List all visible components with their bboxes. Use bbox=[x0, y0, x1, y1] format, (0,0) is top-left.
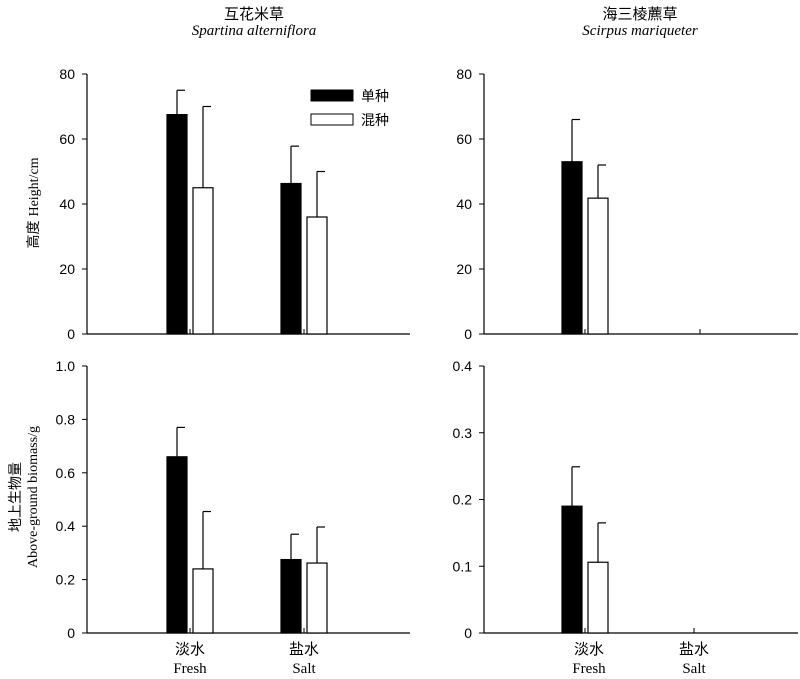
panel4-category-salt-cn: 盐水 bbox=[679, 640, 709, 658]
p1-bar-single-1 bbox=[280, 182, 302, 335]
panel1-ylabel-en: Height/cm bbox=[27, 157, 42, 216]
panel1-ylabel-cn: 高度 bbox=[25, 221, 42, 249]
legend: 单种 混种 bbox=[310, 89, 389, 129]
p3-ytick-label: 0.4 bbox=[56, 518, 76, 534]
p3-bar-mixed-1 bbox=[306, 562, 328, 634]
svg-text:高度Height/cm: 高度 Height/cm bbox=[25, 157, 42, 248]
panel1-ylabel: 高度 Height/cm bbox=[25, 157, 42, 248]
p2-ytick-label: 40 bbox=[456, 196, 472, 212]
panel4-category-fresh-en: Fresh bbox=[572, 661, 606, 677]
p2-ytick-label: 80 bbox=[456, 66, 472, 82]
p4-bar-mixed-0 bbox=[587, 561, 609, 634]
p3-bar-single-1 bbox=[280, 558, 302, 634]
p4-ytick-label: 0 bbox=[464, 625, 472, 641]
legend-swatch-single bbox=[310, 89, 354, 102]
p4-ytick-label: 0.4 bbox=[453, 358, 473, 374]
p1-bar-single-0 bbox=[166, 114, 188, 335]
legend-label-single: 单种 bbox=[361, 89, 389, 105]
legend-label-mixed: 混种 bbox=[361, 113, 389, 129]
p3-bar-mixed-0 bbox=[192, 568, 214, 634]
panels-layer: 0 20 40 60 80 0 20 40 60 80 0 0.2 0.4 0.6 0.8 1.0 0 0.1 0.… bbox=[56, 66, 798, 641]
p1-ytick-label: 80 bbox=[59, 66, 75, 82]
p1-ytick-label: 40 bbox=[59, 196, 75, 212]
p1-ytick-label: 0 bbox=[67, 326, 75, 342]
legend-swatch-mixed bbox=[310, 113, 354, 126]
panel1-title: 互花米草 bbox=[224, 5, 284, 23]
panel2-subtitle: Scirpus mariqueter bbox=[582, 23, 698, 39]
p3-ytick-label: 0.6 bbox=[56, 465, 76, 481]
panel4-category-fresh-cn: 淡水 bbox=[574, 640, 604, 658]
panel3-category-fresh-cn: 淡水 bbox=[175, 640, 205, 658]
p4-bar-single-0 bbox=[561, 505, 583, 634]
panel3-category-salt-en: Salt bbox=[292, 661, 316, 677]
p2-bar-mixed-0 bbox=[587, 197, 609, 335]
panel3-ylabel: 地上生物量 Above-ground biomass/g bbox=[8, 426, 41, 568]
panel2-title: 海三棱藨草 bbox=[602, 5, 677, 23]
p3-ytick-label: 1.0 bbox=[56, 358, 76, 374]
p1-ytick-label: 60 bbox=[59, 131, 75, 147]
panel3-ylabel-en: Above-ground biomass/g bbox=[26, 426, 41, 568]
panel1-subtitle: Spartina alterniflora bbox=[192, 23, 317, 39]
p2-ytick-label: 20 bbox=[456, 261, 472, 277]
p1-bar-mixed-1 bbox=[306, 216, 328, 335]
panel3-category-fresh-en: Fresh bbox=[173, 661, 207, 677]
panel3-ylabel-cn: 地上生物量 bbox=[8, 462, 24, 532]
panel3-category-salt-cn: 盐水 bbox=[289, 640, 319, 658]
p2-ytick-label: 0 bbox=[464, 326, 472, 342]
p1-ytick-label: 20 bbox=[59, 261, 75, 277]
p4-ytick-label: 0.1 bbox=[453, 558, 473, 574]
p3-bar-single-0 bbox=[166, 456, 188, 634]
p1-bar-mixed-0 bbox=[192, 187, 214, 335]
p2-bar-single-0 bbox=[561, 161, 583, 335]
panel4-category-salt-en: Salt bbox=[682, 661, 706, 677]
p4-ytick-label: 0.2 bbox=[453, 492, 473, 508]
p4-ytick-label: 0.3 bbox=[453, 425, 473, 441]
p3-ytick-label: 0 bbox=[67, 625, 75, 641]
p3-ytick-label: 0.2 bbox=[56, 572, 76, 588]
p3-ytick-label: 0.8 bbox=[56, 411, 76, 427]
p2-ytick-label: 60 bbox=[456, 131, 472, 147]
